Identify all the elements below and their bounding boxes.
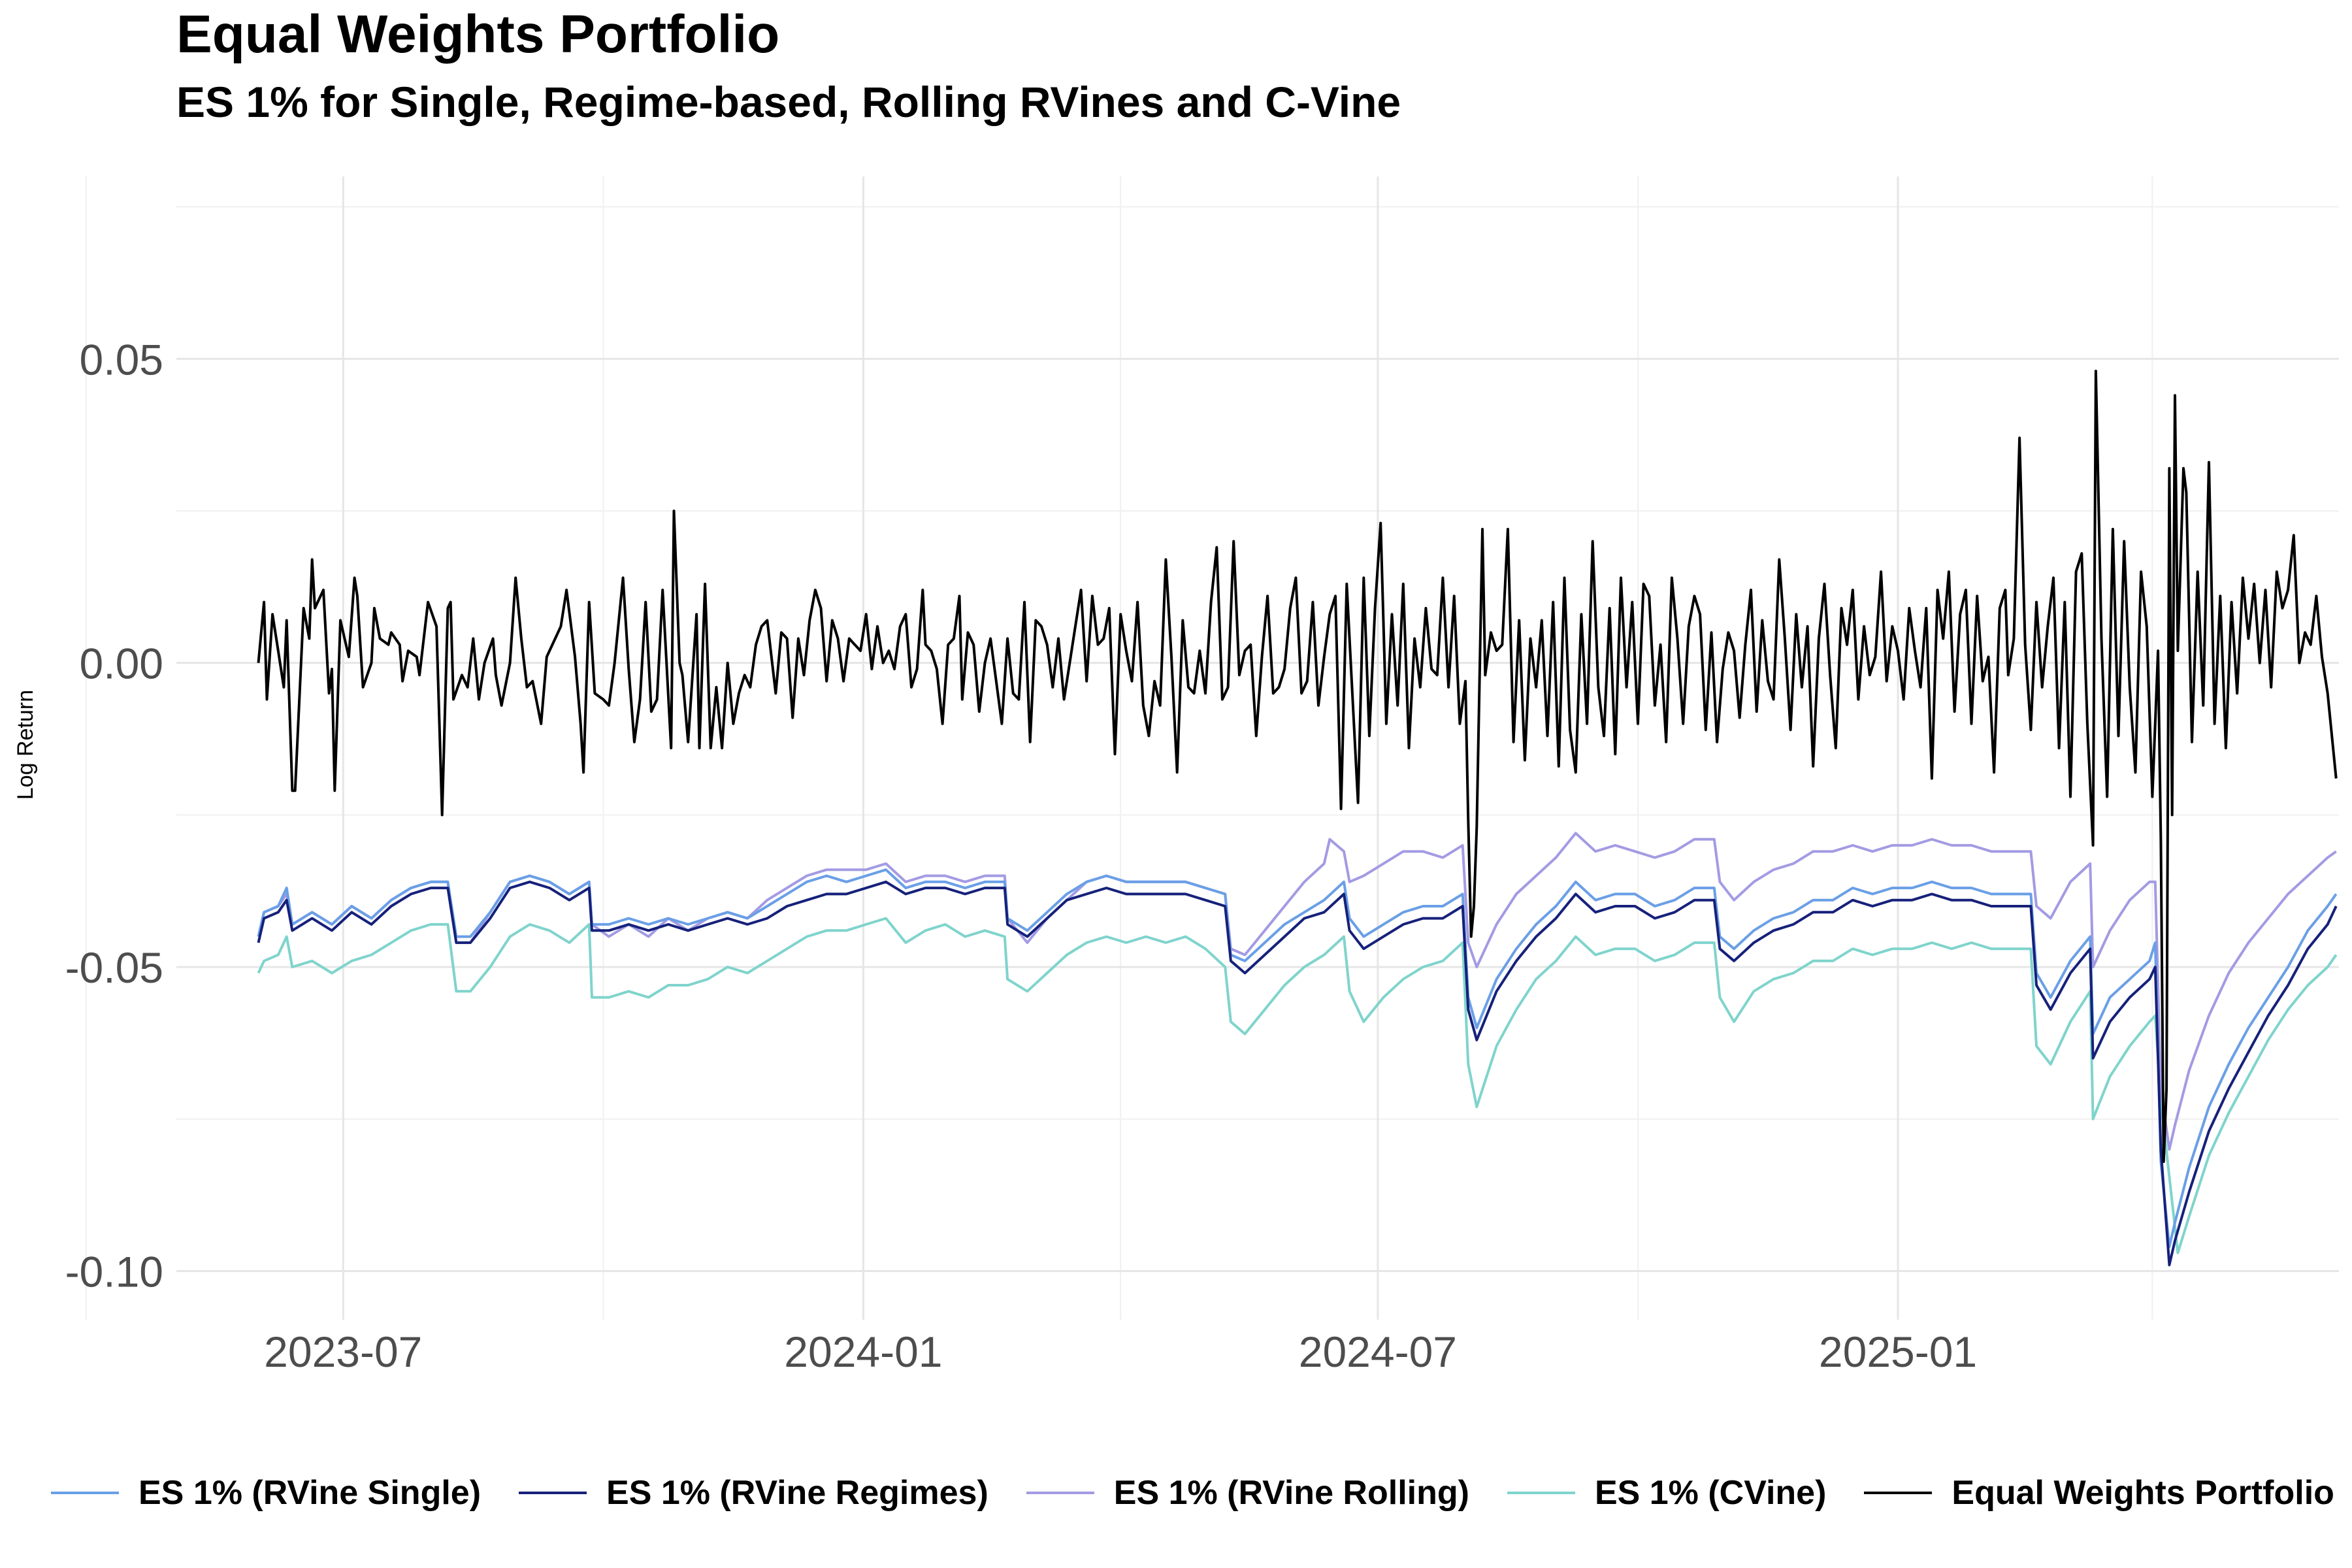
series-line-es-1-rvine-rolling xyxy=(257,832,2337,1151)
legend-swatch xyxy=(1026,1492,1094,1494)
y-tick-label: 0.05 xyxy=(80,335,163,384)
legend-swatch xyxy=(519,1492,587,1494)
legend-swatch xyxy=(1864,1492,1933,1494)
legend-label: ES 1% (CVine) xyxy=(1594,1474,1827,1512)
legend-label: ES 1% (RVine Rolling) xyxy=(1113,1474,1469,1512)
legend-label: ES 1% (RVine Single) xyxy=(139,1474,482,1512)
y-tick-label: -0.05 xyxy=(65,943,163,992)
series-lines xyxy=(257,369,2338,1267)
x-tick-label: 2024-07 xyxy=(1299,1328,1457,1376)
legend-item: Equal Weights Portfolio xyxy=(1864,1473,2334,1512)
grid-lines xyxy=(85,176,2339,1320)
y-tick-label: 0.00 xyxy=(80,640,163,688)
legend-swatch xyxy=(1507,1492,1575,1494)
x-tick-label: 2025-01 xyxy=(1819,1328,1977,1376)
y-tick-label: -0.10 xyxy=(65,1248,163,1296)
legend-item: ES 1% (CVine) xyxy=(1507,1473,1826,1512)
chart-legend: ES 1% (RVine Single) ES 1% (RVine Regimes… xyxy=(51,1473,2352,1526)
chart-title: Equal Weights Portfolio xyxy=(176,5,780,64)
legend-item: ES 1% (RVine Rolling) xyxy=(1026,1473,1469,1512)
chart-subtitle: ES 1% for Single, Regime-based, Rolling … xyxy=(176,78,1401,126)
axis-labels: 0.05 0.00 -0.05 -0.10 2023-07 2024-01 2024-07 2… xyxy=(65,335,1978,1376)
legend-item: ES 1% (RVine Regimes) xyxy=(519,1473,988,1512)
legend-label: ES 1% (RVine Regimes) xyxy=(606,1474,988,1512)
legend-swatch xyxy=(51,1492,119,1494)
series-line-es-1-rvine-regimes xyxy=(257,880,2338,1267)
series-line-es-1-cvine xyxy=(257,917,2338,1254)
legend-label: Equal Weights Portfolio xyxy=(1952,1474,2334,1512)
x-tick-label: 2024-01 xyxy=(784,1328,942,1376)
x-tick-label: 2023-07 xyxy=(264,1328,422,1376)
series-line-equal-weights-portfolio xyxy=(257,369,2338,1163)
legend-item: ES 1% (RVine Single) xyxy=(51,1473,481,1512)
y-axis-label: Log Return xyxy=(13,690,38,800)
